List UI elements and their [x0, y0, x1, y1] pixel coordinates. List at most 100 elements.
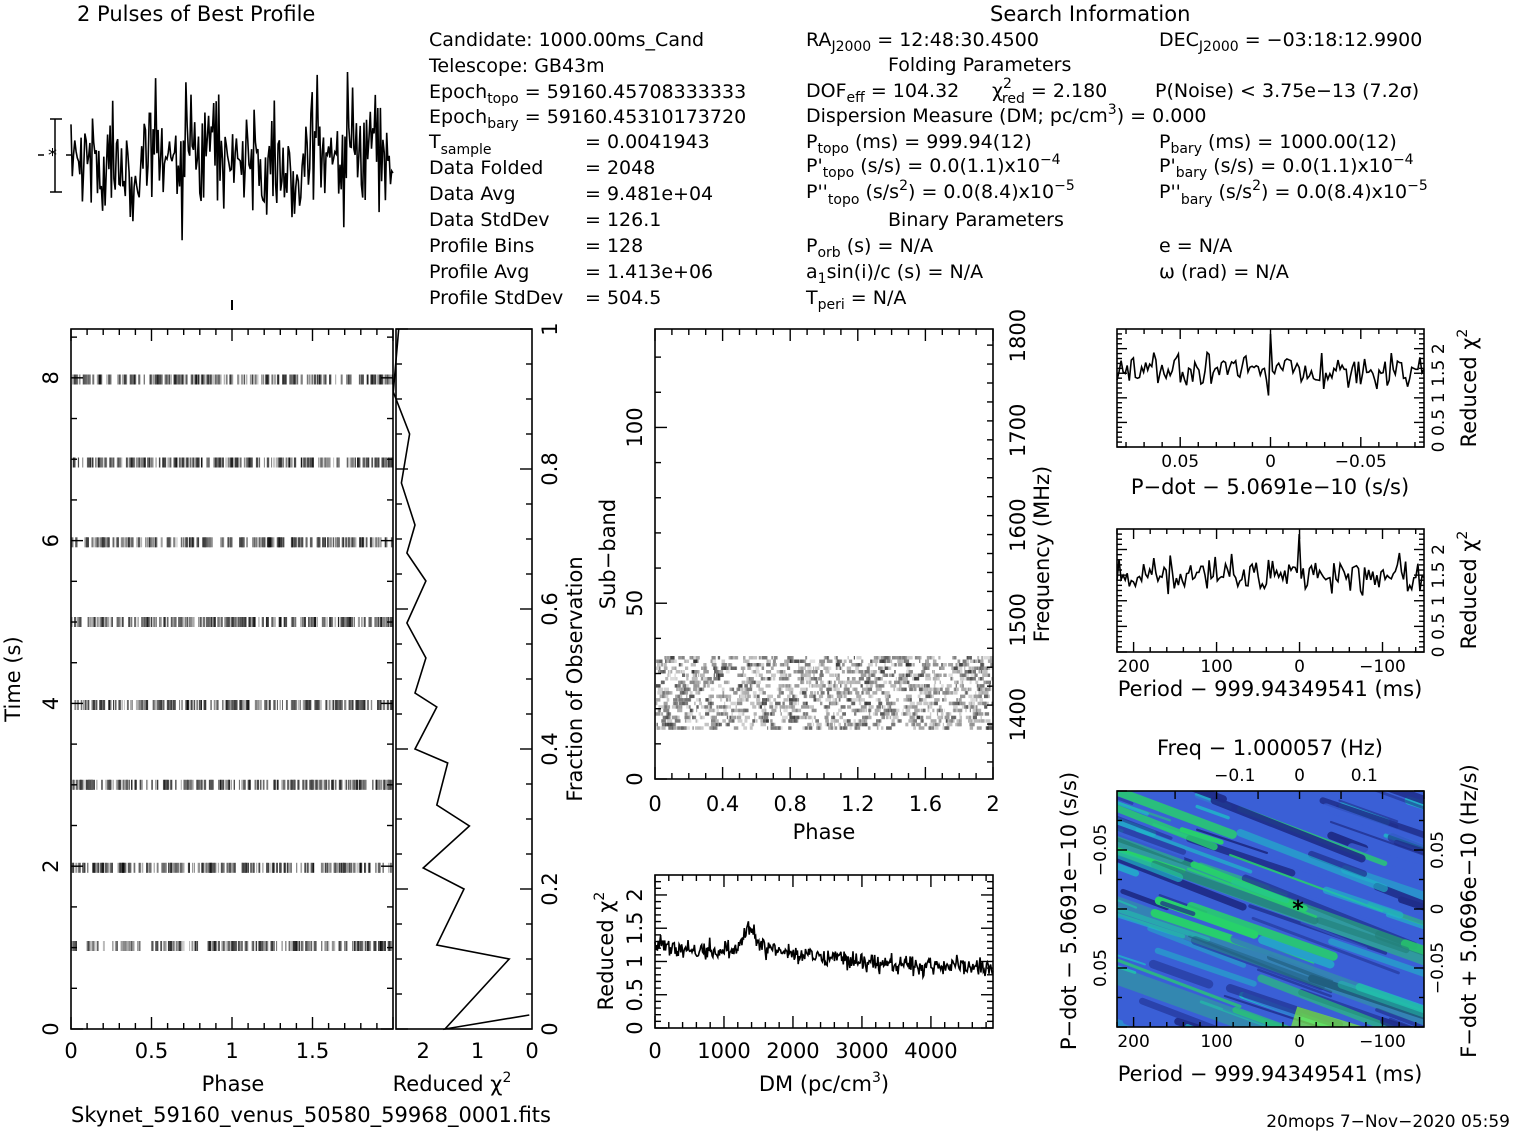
pulse-mark — [270, 862, 272, 873]
pulse-mark — [218, 457, 220, 468]
subband-mark — [923, 701, 929, 706]
pulse-mark — [178, 374, 181, 385]
pulse-mark — [274, 700, 276, 710]
subband-mark — [834, 687, 840, 692]
subband-mark — [736, 687, 740, 692]
pulse-mark — [330, 537, 332, 548]
subband-mark — [715, 719, 719, 723]
subband-mark — [842, 726, 848, 730]
subband-mark — [906, 705, 912, 709]
subband-mark — [678, 680, 684, 685]
pulse-mark — [136, 537, 138, 548]
subband-mark — [955, 663, 958, 667]
pulse-mark — [166, 374, 169, 385]
pulse-mark — [356, 779, 359, 790]
subband-mark — [977, 666, 981, 670]
pulse-mark — [268, 374, 270, 385]
pulse-mark — [180, 537, 183, 548]
pulse-mark — [187, 457, 190, 468]
pulse-mark — [101, 374, 103, 385]
subband-mark — [704, 705, 707, 709]
subband-mark — [713, 708, 716, 713]
pulse-mark — [176, 374, 178, 385]
subband-mark — [729, 687, 733, 692]
subband-mark — [818, 663, 820, 667]
pulse-mark — [312, 862, 315, 873]
pulse-mark — [143, 374, 145, 385]
pulse-mark — [96, 537, 99, 548]
pulse-mark — [72, 862, 74, 873]
pulse-mark — [312, 779, 315, 790]
subband-mark — [921, 670, 926, 674]
pulse-mark — [115, 700, 117, 710]
subband-mark — [912, 722, 916, 727]
subband-mark — [689, 694, 695, 699]
pulse-mark — [163, 617, 166, 627]
pulse-mark — [189, 700, 191, 710]
pulse-mark — [87, 617, 89, 627]
period-pdot-map-ticks — [1116, 790, 1425, 1028]
pulse-mark — [340, 617, 343, 627]
profile-bins-label: Profile Bins — [429, 235, 534, 257]
pulse-mark — [367, 941, 369, 951]
subband-mark — [836, 656, 838, 660]
subband-mark — [960, 694, 966, 699]
subband-mark — [694, 701, 696, 706]
subband-mark — [788, 687, 794, 692]
y-tick-label: 0.5 — [1429, 613, 1449, 640]
subband-mark — [944, 715, 950, 720]
subband-mark — [874, 712, 878, 716]
period-pdot-map-xlabel: Period − 999.94349541 (ms) — [1118, 1062, 1423, 1086]
pulse-mark — [111, 862, 113, 873]
pulse-mark — [217, 617, 219, 627]
pulse-mark — [260, 700, 262, 710]
pulse-mark — [231, 941, 233, 951]
subband-mark — [807, 666, 812, 670]
pulse-mark — [296, 862, 298, 873]
pulse-mark — [244, 941, 246, 951]
y-tick-label: 0.2 — [538, 872, 562, 905]
subband-mark — [985, 680, 990, 685]
subband-row — [655, 666, 993, 670]
subband-mark — [817, 726, 821, 730]
pulse-mark — [230, 862, 232, 873]
map-streak — [1477, 1033, 1517, 1065]
pulse-mark — [259, 537, 261, 548]
pulse-mark — [279, 537, 281, 548]
pulse-mark — [124, 862, 127, 873]
subband-mark — [941, 663, 947, 667]
pulse-mark — [229, 537, 231, 548]
pulse-mark — [324, 941, 326, 951]
pulse-mark — [304, 700, 306, 710]
subband-mark — [971, 666, 977, 670]
x-tick-label: 200 — [1117, 657, 1149, 677]
pulse-mark — [351, 862, 353, 873]
subband-mark — [938, 656, 941, 660]
subband-mark — [784, 670, 786, 674]
pulse-mark — [348, 457, 350, 468]
subband-mark — [883, 670, 885, 674]
pulse-mark — [116, 457, 119, 468]
pulse-mark — [91, 700, 94, 710]
pulse-mark — [208, 457, 210, 468]
subband-mark — [906, 673, 911, 677]
pulse-mark — [273, 457, 275, 468]
pulse-mark — [247, 700, 250, 710]
pulse-mark — [301, 941, 303, 951]
subband-mark — [972, 722, 975, 727]
pulse-mark — [385, 617, 388, 627]
pulse-mark — [137, 617, 139, 627]
pulse-mark — [227, 700, 229, 710]
y-tick-label: 2 — [1429, 544, 1449, 555]
pulse-mark — [276, 779, 279, 790]
subband-mark — [689, 691, 693, 695]
map-streak — [1117, 898, 1138, 909]
pulse-mark — [333, 457, 335, 468]
subband-mark — [969, 680, 972, 685]
pulse-mark — [170, 779, 173, 790]
pulse-mark — [284, 617, 286, 627]
subband-mark — [858, 663, 863, 667]
pulse-mark — [339, 700, 342, 710]
subband-mark — [987, 659, 993, 663]
